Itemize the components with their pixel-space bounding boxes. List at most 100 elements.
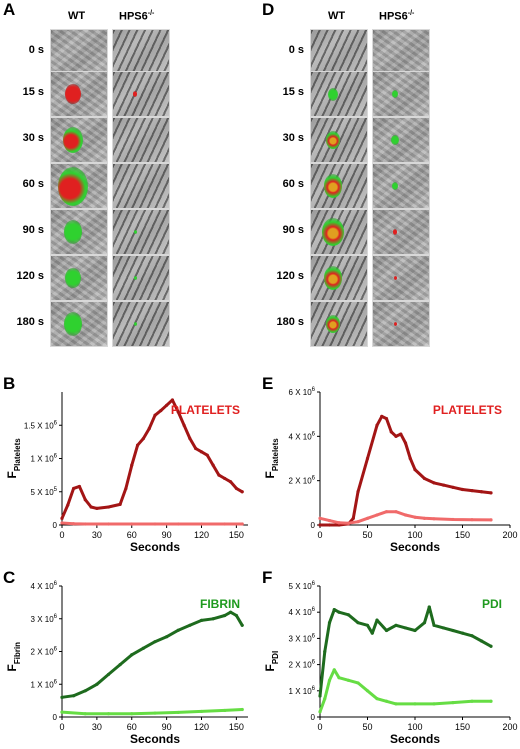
series-1-point: [194, 446, 198, 451]
series-1-point: [337, 610, 341, 614]
chart-b-platelets: 0 30 60 90 120 150 0 5 X 105 1 X 106 1.5 X 106 Sec…: [5, 392, 248, 554]
wt-frame: [50, 29, 108, 75]
thrombus-fibrin-signal: [133, 276, 137, 280]
series-1-point: [327, 523, 332, 527]
series-1-point: [470, 634, 474, 638]
series-1-point: [346, 613, 351, 617]
x-tick-label: 150: [229, 530, 244, 540]
column-header-wt: WT: [68, 10, 86, 22]
series-1-point: [432, 623, 436, 627]
series-2-point: [199, 522, 204, 526]
series-1-point: [240, 623, 244, 627]
wt-frame: [50, 209, 108, 255]
series-2-point: [199, 709, 204, 714]
x-axis-label: Seconds: [390, 540, 440, 554]
series-1-point: [351, 516, 355, 520]
series-2-point: [365, 516, 370, 520]
series-2-point: [489, 699, 493, 703]
thrombus-platelet-signal: [65, 83, 81, 105]
series-1-point: [199, 450, 204, 454]
series-2-point: [384, 510, 389, 514]
hps6-frame: [372, 29, 430, 75]
x-tick-label: 0: [59, 722, 64, 732]
y-axis-label: FFibrin: [5, 642, 22, 672]
series-2-point: [240, 707, 244, 712]
series-1-point: [106, 672, 111, 677]
series-2-point: [375, 513, 379, 517]
series-1-point: [422, 621, 427, 625]
series-2-point: [375, 697, 379, 701]
series-2-point: [432, 517, 436, 521]
series-1-point: [124, 486, 128, 491]
series-1-point: [370, 631, 374, 635]
series-1-point: [408, 456, 412, 461]
wt-frame: [310, 117, 368, 163]
x-tick-label: 150: [229, 722, 244, 732]
thrombus-fibrin-signal: [391, 134, 399, 146]
series-2-point: [384, 699, 389, 703]
series-2-point: [130, 522, 134, 526]
x-tick-label: 0: [317, 722, 322, 732]
series-1-point: [130, 463, 134, 467]
series-2-point: [346, 678, 351, 682]
series-1-point: [147, 426, 151, 431]
y-tick-label: 1 X 106: [289, 686, 316, 696]
series-1-point: [356, 621, 360, 625]
series-2-point: [470, 518, 474, 522]
series-1-point: [432, 481, 436, 485]
series-2-point: [356, 681, 360, 685]
series-1-point: [176, 628, 180, 632]
thrombus-merged-signal: [63, 127, 83, 153]
series-1-point: [323, 649, 327, 654]
panel-label-f: F: [262, 568, 273, 587]
time-label: 0 s: [288, 44, 304, 56]
column-header-wt: WT: [328, 10, 346, 22]
y-tick-label: 2 X 106: [289, 476, 316, 486]
time-label: 60 s: [282, 178, 304, 190]
thrombus-fibrin-signal: [392, 90, 398, 98]
chart-series-label: FIBRIN: [200, 597, 240, 611]
series-1-point: [66, 503, 70, 507]
wt-frame: [50, 71, 108, 117]
series-1-point: [60, 516, 64, 520]
y-tick-label: 0: [311, 521, 316, 530]
chart-series-label: PLATELETS: [433, 403, 502, 417]
series-1-point: [188, 436, 192, 441]
series-1-point: [153, 640, 157, 644]
series-2-point: [323, 697, 327, 701]
y-tick-label: 2 X 106: [31, 647, 58, 657]
series-2-point: [451, 700, 455, 705]
hps6-frame: [112, 255, 170, 301]
time-label: 30 s: [22, 132, 44, 144]
wt-frame: [50, 163, 108, 209]
series-1-point: [228, 480, 233, 484]
series-1-point: [451, 485, 455, 489]
series-1-point: [77, 484, 82, 489]
series-1-point: [211, 463, 215, 467]
thrombus-merged-signal: [324, 266, 342, 290]
series-1-point: [106, 505, 111, 509]
panel-label-c: C: [3, 568, 16, 587]
series-1-point: [72, 486, 76, 491]
series-2-point: [451, 517, 455, 522]
series-1-point: [489, 644, 493, 648]
y-tick-label: 3 X 106: [31, 614, 58, 624]
series-1-point: [234, 486, 238, 491]
series-1-point: [394, 434, 398, 438]
series-1-point: [199, 618, 204, 622]
series-1-point: [153, 413, 157, 417]
thrombus-merged-signal: [324, 174, 342, 198]
series-1-point: [356, 490, 360, 494]
series-1-point: [83, 689, 87, 693]
thrombus-platelet-signal: [393, 229, 397, 235]
time-label: 180 s: [16, 316, 44, 328]
series-2-point: [223, 522, 227, 526]
series-1-point: [95, 506, 99, 510]
series-2-point: [223, 708, 227, 713]
time-label: 180 s: [276, 316, 304, 328]
series-1-point: [72, 694, 76, 698]
series-1-point: [460, 487, 465, 492]
time-label: 0 s: [28, 44, 44, 56]
y-axis-label: FPlatelets: [5, 438, 22, 479]
time-label: 90 s: [282, 224, 304, 236]
